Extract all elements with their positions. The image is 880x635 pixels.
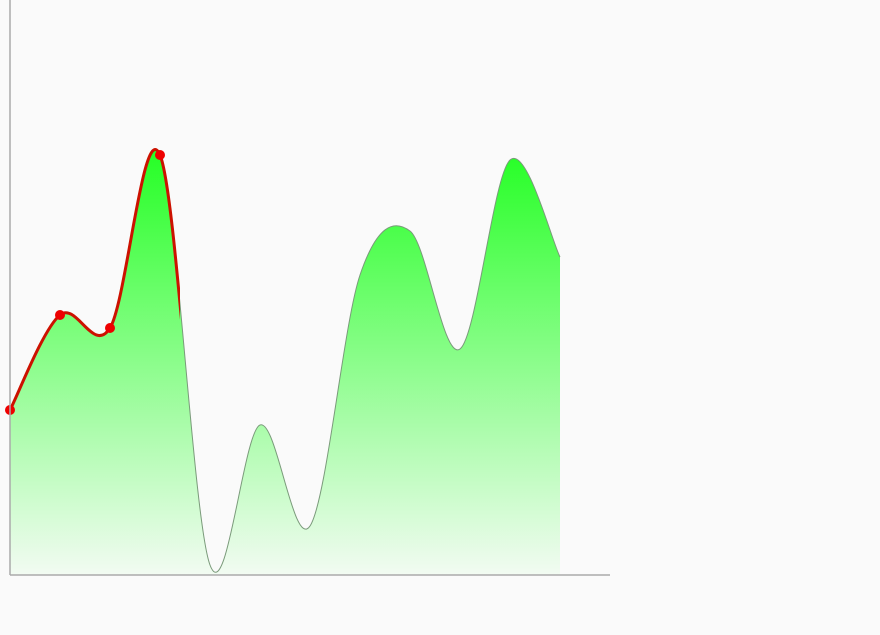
area-fill — [10, 149, 560, 575]
highlight-line — [8, 148, 180, 411]
data-point — [105, 323, 115, 333]
highlight-points — [5, 150, 165, 415]
data-point — [155, 150, 165, 160]
data-point — [55, 310, 65, 320]
